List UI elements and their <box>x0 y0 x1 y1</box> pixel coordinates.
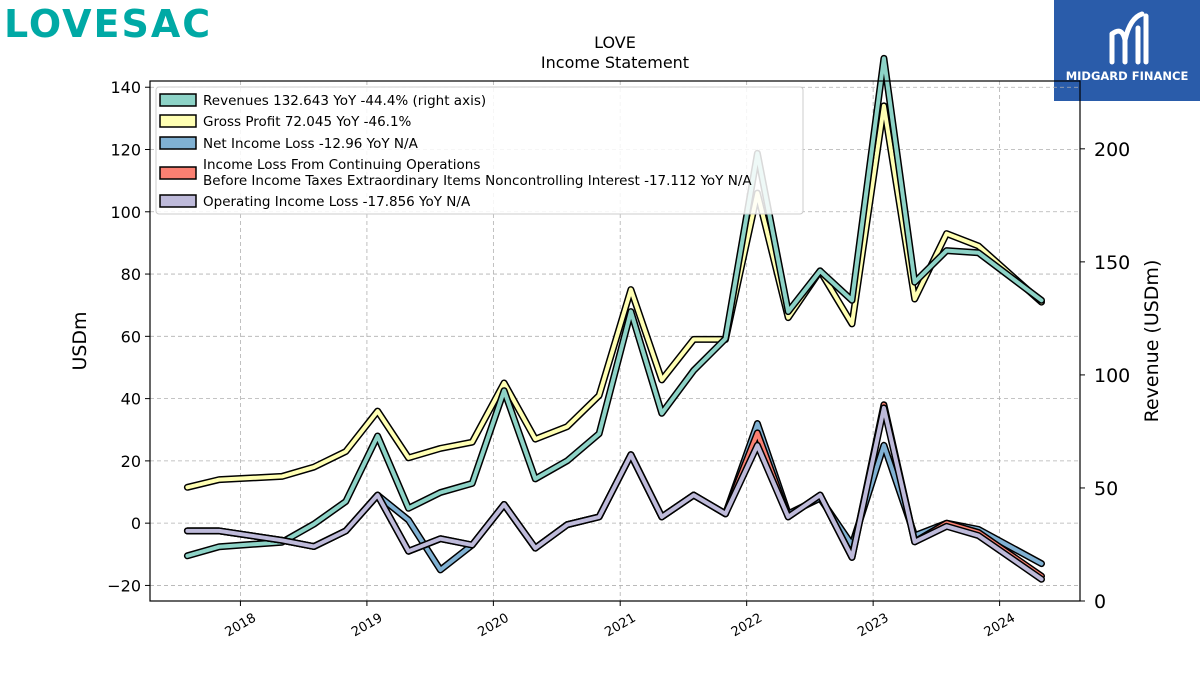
y-tick-label-left: 40 <box>121 390 141 409</box>
midgard-finance-badge: MIDGARD FINANCE <box>1054 0 1200 101</box>
series-line-operating-income-loss <box>185 405 1044 582</box>
x-tick-label: 2018 <box>223 611 259 641</box>
legend-label-revenues: Revenues 132.643 YoY -44.4% (right axis) <box>203 93 486 109</box>
y-tick-label-right: 200 <box>1094 139 1130 161</box>
y-tick-label-left: 100 <box>110 203 141 222</box>
legend-label-operating-income: Operating Income Loss -17.856 YoY N/A <box>203 194 471 210</box>
y-tick-label-left: 20 <box>121 452 141 471</box>
x-tick-label: 2021 <box>602 611 638 641</box>
legend-swatch-gross-profit <box>159 114 197 128</box>
x-tick-label: 2022 <box>729 611 765 641</box>
y-tick-label-left: 120 <box>110 141 141 160</box>
y-tick-label-right: 0 <box>1094 591 1106 613</box>
legend-swatch-net-income <box>159 136 197 150</box>
x-tick-label: 2019 <box>349 611 385 641</box>
legend-label-pretax-income-line1: Income Loss From Continuing Operations <box>203 157 480 173</box>
plot-frame <box>149 80 1081 602</box>
legend-swatch-pretax-income <box>159 166 197 180</box>
legend-swatch-operating-income <box>159 194 197 208</box>
brand-logo: LOVESAC <box>4 2 213 46</box>
y-tick-label-right: 150 <box>1094 252 1130 274</box>
series-line-revenues <box>185 56 1044 558</box>
y-tick-label-left: −20 <box>107 576 141 595</box>
y-tick-label-right: 50 <box>1094 478 1118 500</box>
badge-name: MIDGARD FINANCE <box>1065 69 1189 83</box>
y-tick-label-left: 0 <box>131 514 141 533</box>
chart-title: LOVE <box>594 33 636 52</box>
x-tick-label: 2024 <box>982 611 1018 641</box>
legend-frame <box>155 86 804 215</box>
legend-label-gross-profit: Gross Profit 72.045 YoY -46.1% <box>203 114 412 130</box>
legend-swatch-revenues <box>159 93 197 107</box>
y-tick-label-right: 100 <box>1094 365 1130 387</box>
legend-label-pretax-income-line2: Before Income Taxes Extraordinary Items … <box>203 173 752 189</box>
legend: Revenues 132.643 YoY -44.4% (right axis)… <box>155 86 804 215</box>
y-tick-label-left: 60 <box>121 327 141 346</box>
x-tick-label: 2023 <box>855 611 891 641</box>
y-tick-label-left: 80 <box>121 265 141 284</box>
legend-label-net-income: Net Income Loss -12.96 YoY N/A <box>203 136 419 152</box>
x-tick-label: 2020 <box>476 611 512 641</box>
midgard-m-logo-icon <box>1054 0 1200 101</box>
y-tick-label-left: 140 <box>110 78 141 97</box>
series-lines <box>183 54 1045 583</box>
series-outline-operating-income-loss <box>183 404 1045 583</box>
y-axis-label-right: Revenue (USDm) <box>1141 260 1163 423</box>
chart-subtitle: Income Statement <box>541 53 689 72</box>
series-line-gross-profit <box>185 103 1044 490</box>
y-axis-label-left: USDm <box>69 311 91 370</box>
